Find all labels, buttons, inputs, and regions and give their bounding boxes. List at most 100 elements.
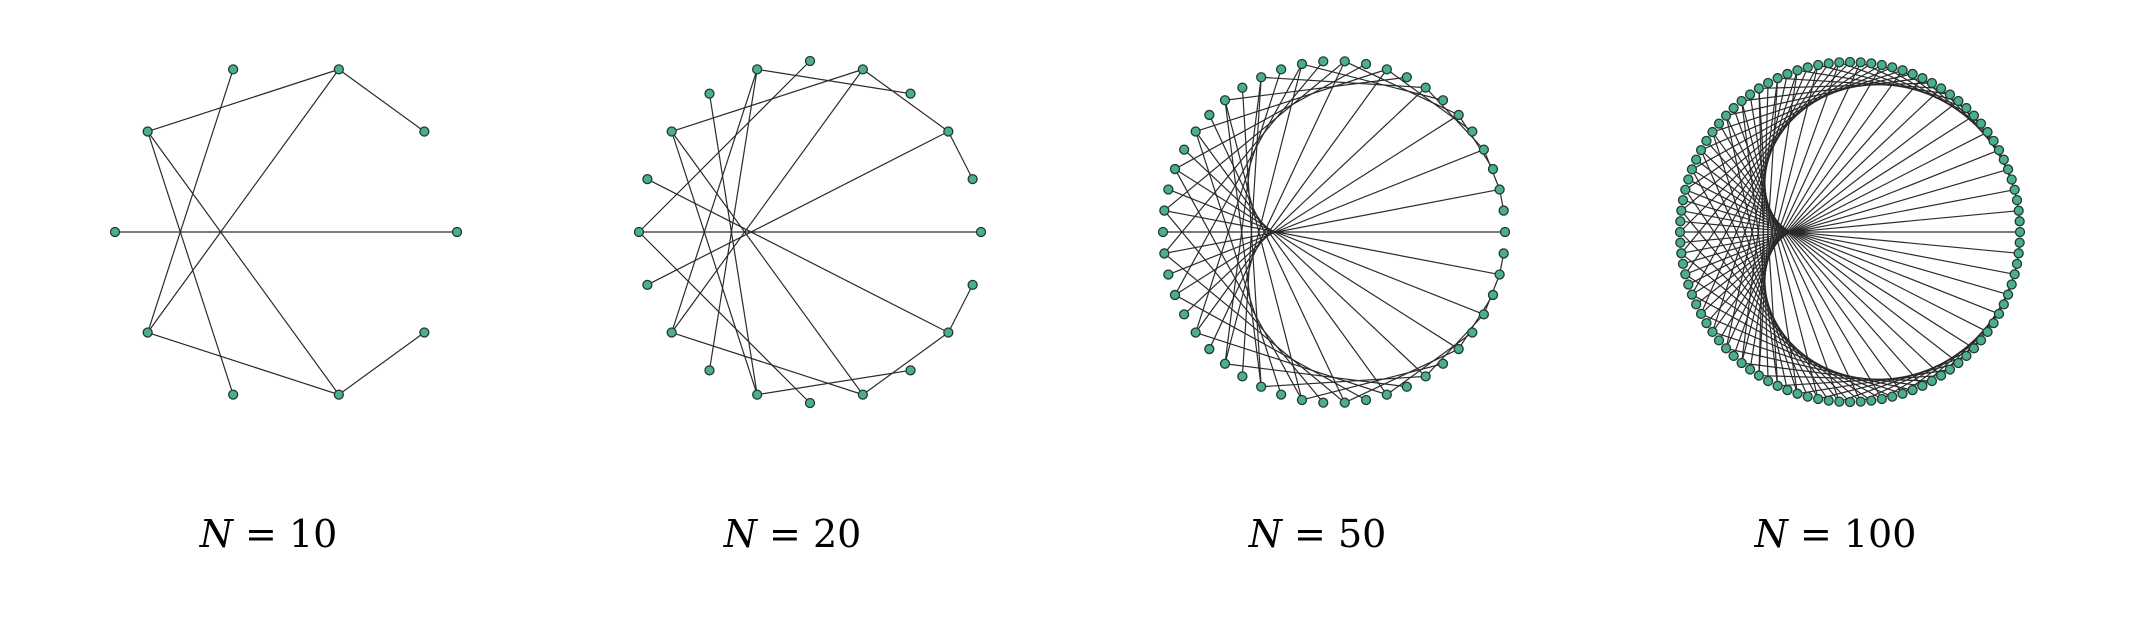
node	[642, 174, 653, 185]
node	[1695, 144, 1707, 156]
node	[704, 365, 715, 376]
node	[1420, 371, 1431, 382]
node	[1680, 184, 1691, 195]
node	[1961, 102, 1972, 114]
node	[1907, 68, 1918, 80]
node	[943, 126, 954, 137]
circle-graph-n50	[1157, 56, 1511, 408]
edge	[1224, 100, 1303, 401]
node	[1701, 135, 1712, 147]
panel-n10: N = 10	[0, 0, 537, 622]
edge	[1301, 363, 1444, 401]
node	[1237, 371, 1248, 382]
node-group	[633, 55, 987, 409]
node	[1675, 216, 1686, 227]
node	[1676, 248, 1687, 259]
node	[2009, 184, 2020, 195]
node	[752, 389, 763, 400]
edge	[1224, 363, 1407, 388]
node	[2011, 258, 2023, 270]
edge-group	[1163, 60, 1505, 404]
node	[1772, 380, 1783, 391]
node	[633, 226, 645, 238]
caption-value: 50	[1337, 512, 1387, 556]
node	[1876, 393, 1888, 405]
edge	[1241, 77, 1262, 377]
edge	[1174, 114, 1459, 296]
caption-equals: =	[1281, 512, 1338, 556]
node-group	[1157, 56, 1511, 408]
node	[1401, 72, 1412, 83]
edge	[338, 332, 425, 396]
node	[1494, 184, 1505, 195]
caption-equals: =	[756, 512, 813, 556]
node	[804, 397, 816, 409]
node	[1487, 163, 1499, 175]
edge	[1183, 149, 1427, 377]
edge	[1725, 115, 1789, 391]
node	[804, 55, 816, 67]
node	[1683, 279, 1694, 290]
node	[1744, 89, 1756, 100]
node	[1675, 237, 1686, 248]
node	[142, 327, 153, 338]
node	[1190, 126, 1201, 137]
edge	[1725, 73, 1913, 117]
edge	[1733, 62, 1840, 357]
node	[975, 226, 987, 238]
edge	[1183, 87, 1427, 315]
node	[1318, 56, 1329, 67]
edge	[1777, 77, 1942, 90]
node	[228, 389, 239, 400]
node	[1713, 335, 1725, 346]
node	[1907, 384, 1918, 396]
node	[1917, 73, 1928, 84]
edge	[1174, 168, 1303, 401]
node	[1998, 154, 2009, 165]
node	[2014, 226, 2026, 238]
node-group	[1674, 56, 2026, 408]
caption-value: 20	[812, 512, 862, 556]
node	[1953, 95, 1964, 107]
edge	[147, 68, 340, 133]
node	[1437, 95, 1449, 106]
edge	[1195, 69, 1388, 333]
node	[1823, 395, 1834, 406]
node	[943, 327, 954, 338]
node	[1736, 95, 1747, 107]
edge-group	[638, 60, 981, 404]
edge	[1681, 189, 2015, 254]
node	[1982, 326, 1993, 338]
edge	[1818, 362, 1959, 400]
node	[1713, 118, 1725, 129]
caption-equals: =	[1787, 512, 1844, 556]
node	[967, 279, 978, 290]
edge	[1174, 168, 1459, 350]
node	[1381, 389, 1392, 400]
node	[1844, 56, 1856, 68]
node	[1968, 110, 1980, 121]
node	[1163, 269, 1174, 280]
node	[1944, 364, 1956, 375]
edge	[1681, 210, 2015, 275]
node	[1834, 57, 1845, 68]
node	[419, 126, 430, 137]
edge	[947, 284, 974, 333]
node	[1691, 299, 1702, 310]
caption-n10: N = 10	[0, 512, 537, 556]
node	[1792, 388, 1803, 399]
edge	[1344, 60, 1459, 116]
node	[2002, 289, 2014, 300]
edge	[1163, 210, 1324, 404]
edge	[638, 60, 811, 233]
circle-graph-n10	[109, 64, 463, 400]
edge	[1680, 220, 2019, 254]
node	[1204, 343, 1215, 355]
node	[1318, 397, 1329, 408]
node	[1926, 77, 1938, 89]
edge	[1706, 77, 1923, 324]
node	[857, 64, 868, 75]
node	[1926, 375, 1938, 387]
node	[1677, 258, 1689, 270]
panel-n100: N = 100	[1567, 0, 2104, 622]
